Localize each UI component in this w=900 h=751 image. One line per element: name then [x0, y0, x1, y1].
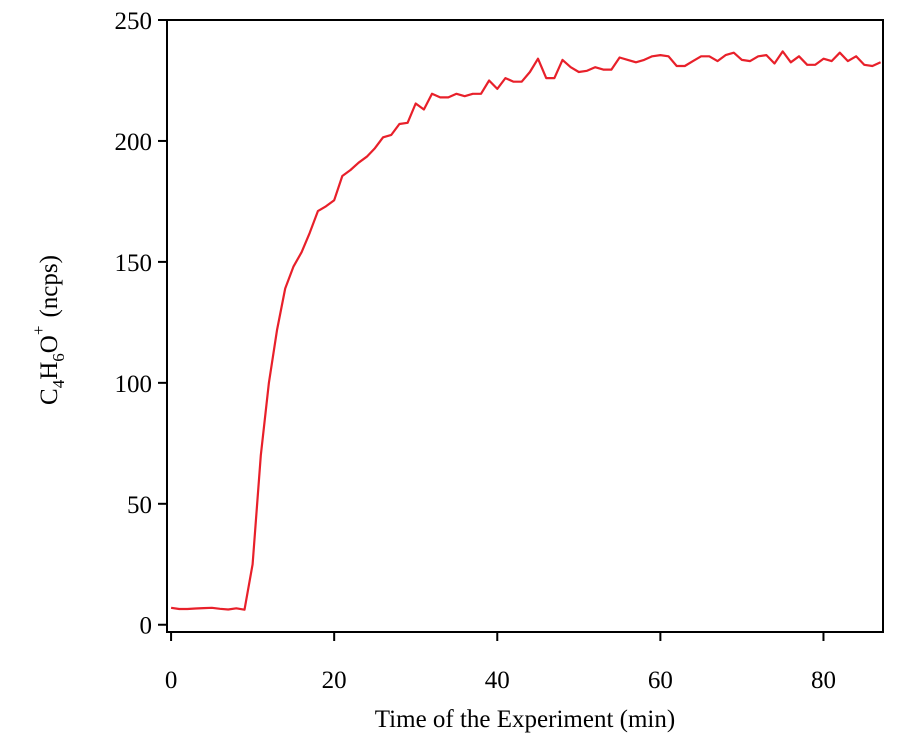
y-tick-label: 0	[140, 613, 153, 640]
series-line-c4h6o	[170, 50, 882, 611]
y-tick-label: 200	[115, 129, 153, 156]
y-axis-ticks: 0 50 100 150 200 250	[115, 8, 167, 640]
plot-frame	[166, 19, 884, 633]
y-tick-label: 250	[115, 8, 153, 35]
plot-area	[167, 20, 883, 632]
x-axis-title: Time of the Experiment (min)	[375, 706, 675, 733]
y-axis-title: C4H6O+(ncps)	[29, 255, 68, 405]
x-tick-label: 80	[811, 667, 836, 694]
x-tick-label: 40	[485, 667, 510, 694]
x-tick-label: 20	[322, 667, 347, 694]
y-tick-label: 100	[115, 371, 153, 398]
x-tick-label: 0	[165, 667, 178, 694]
x-tick-label: 60	[648, 667, 673, 694]
x-axis-ticks: 0 20 40 60 80	[165, 632, 836, 694]
y-tick-label: 50	[127, 492, 152, 519]
y-tick-label: 150	[115, 250, 153, 277]
